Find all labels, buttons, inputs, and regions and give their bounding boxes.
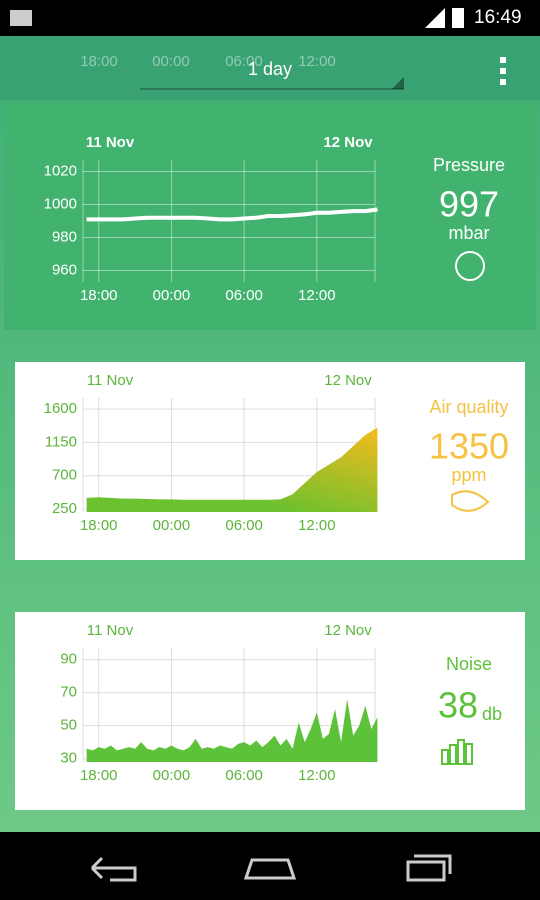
date-label: 11 Nov (86, 134, 135, 151)
x-tick-label: 00:00 (153, 517, 191, 534)
noise-card (15, 612, 525, 810)
date-label: 12 Nov (324, 372, 372, 389)
x-tick-label: 06:00 (225, 517, 263, 534)
date-label: 11 Nov (87, 622, 134, 639)
dropdown-arrow (392, 77, 404, 89)
air-card (15, 362, 525, 560)
signal-icon (425, 8, 445, 28)
ghost-label: 06:00 (225, 53, 263, 70)
line (86, 207, 378, 222)
ghost-label: 12:00 (298, 53, 336, 70)
y-tick-label: 50 (60, 717, 77, 734)
y-tick-label: 1600 (44, 400, 77, 417)
status-bar (0, 0, 540, 36)
nav-bar (0, 832, 540, 900)
menu-button[interactable] (500, 57, 506, 85)
y-tick-label: 70 (60, 684, 77, 701)
x-tick-label: 18:00 (80, 767, 118, 784)
leaf-icon (451, 490, 490, 512)
metric-title: Noise (446, 654, 492, 674)
y-tick-label: 700 (52, 467, 77, 484)
clock: 16:49 (474, 7, 522, 28)
metric-unit: ppm (451, 465, 486, 485)
metric-title: Air quality (429, 397, 508, 417)
y-tick-label: 250 (52, 500, 77, 517)
battery-icon (452, 8, 464, 28)
ghost-label: 00:00 (152, 53, 190, 70)
area (86, 427, 378, 512)
home-button[interactable] (243, 858, 297, 880)
x-tick-label: 18:00 (80, 517, 118, 534)
recents-button[interactable] (406, 854, 452, 882)
range-selector[interactable]: 1 day (248, 59, 292, 79)
x-tick-label: 06:00 (225, 767, 263, 784)
toolbar (0, 36, 540, 100)
metric-unit: db (482, 704, 502, 724)
gauge-icon (455, 251, 485, 281)
y-tick-label: 980 (52, 228, 77, 245)
metric-value: 997 (439, 184, 499, 225)
metric-value: 38 (438, 685, 478, 726)
metric-unit: mbar (448, 223, 489, 243)
metric-title: Pressure (433, 155, 505, 175)
x-tick-label: 18:00 (80, 287, 118, 304)
x-tick-label: 12:00 (298, 517, 336, 534)
x-tick-label: 00:00 (153, 767, 191, 784)
ghost-label: 18:00 (80, 53, 118, 70)
date-label: 12 Nov (324, 622, 372, 639)
metric-value: 1350 (429, 426, 509, 467)
x-tick-label: 12:00 (298, 767, 336, 784)
x-tick-label: 12:00 (298, 287, 336, 304)
x-tick-label: 06:00 (225, 287, 263, 304)
bars-icon (441, 739, 473, 765)
x-tick-label: 00:00 (153, 287, 191, 304)
area (86, 699, 378, 762)
date-label: 11 Nov (87, 372, 134, 389)
back-button[interactable] (90, 856, 137, 882)
notification-icon (10, 10, 32, 26)
y-tick-label: 1000 (44, 195, 77, 212)
date-label: 12 Nov (323, 134, 373, 151)
y-tick-label: 960 (52, 261, 77, 278)
y-tick-label: 1020 (44, 163, 77, 180)
y-tick-label: 30 (60, 750, 77, 767)
y-tick-label: 90 (60, 651, 77, 668)
y-tick-label: 1150 (45, 433, 77, 450)
